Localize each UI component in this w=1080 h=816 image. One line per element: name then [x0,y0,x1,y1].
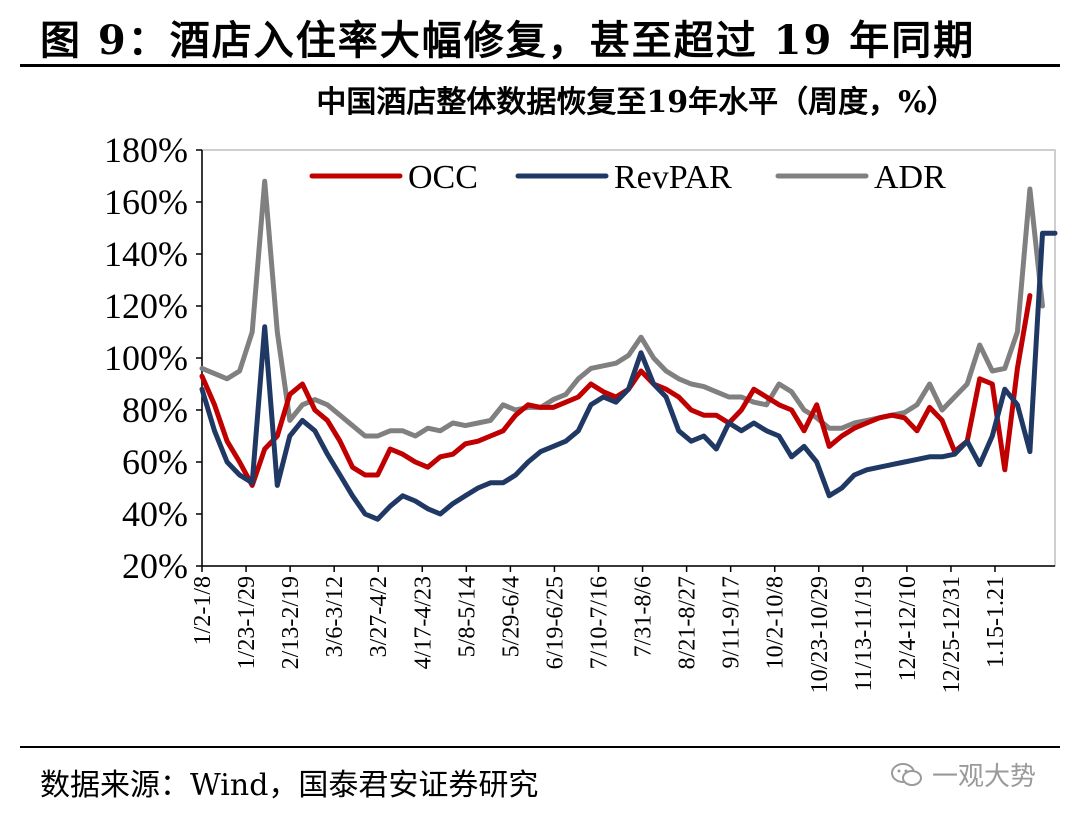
x-tick-label: 12/25-12/31 [939,576,965,693]
source-note: 数据来源：Wind，国泰君安证券研究 [40,768,539,803]
watermark-text: 一观大势 [932,762,1037,792]
series-line-adr [199,178,1045,439]
x-tick-label: 1/23-1/29 [234,576,260,669]
source-rule [20,746,1060,748]
x-tick-label: 2/13-2/19 [278,576,304,669]
figure-title: 图 9：酒店入住率大幅修复，甚至超过 19 年同期 [40,17,976,64]
x-tick-label: 9/11-9/17 [719,576,745,668]
y-tick-label: 120% [104,286,188,326]
legend-label-occ: OCC [408,159,478,196]
y-tick-label: 80% [122,390,188,430]
x-tick-label: 5/29-6/4 [498,576,524,657]
y-tick-label: 60% [122,442,188,482]
watermark: 一观大势 [890,756,1036,793]
x-tick-label: 12/4-12/10 [895,576,921,681]
series-line-occ [199,293,1033,488]
x-tick-label: 3/27-4/2 [366,576,392,657]
y-tick-label: 20% [122,546,188,586]
x-tick-label: 10/23-10/29 [807,576,833,693]
y-tick-label: 100% [104,338,188,378]
x-tick-label: 10/2-10/8 [763,576,789,669]
title-rule [20,64,1060,67]
y-tick-label: 160% [104,182,188,222]
x-tick-label: 6/19-6/25 [542,576,568,669]
y-tick-label: 180% [104,130,188,170]
series-line-revpar [199,230,1058,522]
x-tick-label: 7/31-8/6 [631,576,657,657]
x-tick-label: 1.15-1.21 [983,576,1009,668]
legend-label-revpar: RevPAR [614,159,732,196]
x-tick-label: 8/21-8/27 [675,576,701,669]
legend-label-adr: ADR [874,159,946,196]
x-tick-label: 3/6-3/12 [322,576,348,657]
wechat-icon [891,762,922,786]
x-tick-label: 11/13-11/19 [851,576,877,692]
x-tick-label: 1/2-1/8 [190,576,216,645]
line-chart: 中国酒店整体数据恢复至19年水平（周度，%） 20% 40% 60% 80% 100% 12… [104,85,1058,693]
x-tick-label: 5/8-5/14 [454,576,480,657]
x-tick-label: 4/17-4/23 [410,576,436,669]
x-tick-label: 7/10-7/16 [587,576,613,669]
y-tick-label: 40% [122,494,188,534]
chart-title: 中国酒店整体数据恢复至19年水平（周度，%） [316,85,956,120]
y-tick-label: 140% [104,234,188,274]
